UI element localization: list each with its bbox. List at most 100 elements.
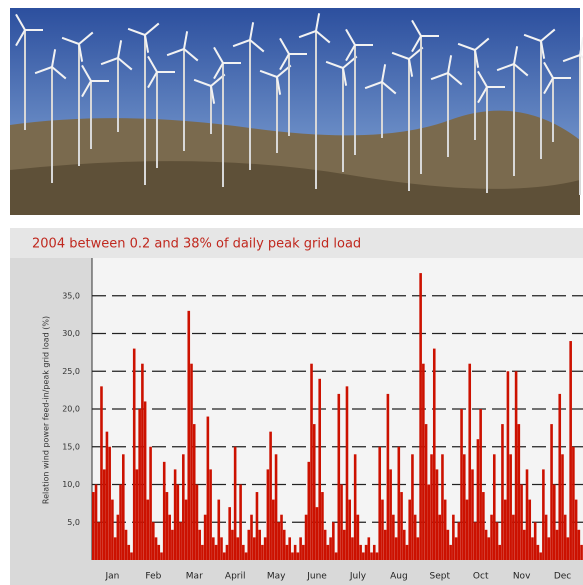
bar (495, 522, 499, 560)
bar (318, 378, 321, 560)
bar (250, 514, 253, 560)
bar (119, 484, 122, 560)
bar (490, 514, 493, 560)
x-tick-label: Feb (145, 572, 161, 582)
bar (512, 514, 515, 560)
bar (307, 461, 311, 560)
turbine-blade (100, 57, 119, 66)
bar (244, 552, 248, 560)
bar (386, 393, 390, 560)
turbine-blade (381, 81, 397, 95)
bar (517, 424, 521, 560)
bar (258, 529, 261, 560)
bar (323, 529, 327, 560)
bar (315, 507, 319, 560)
bar (162, 461, 166, 560)
bar (192, 424, 196, 560)
bar (321, 492, 324, 560)
bar (552, 484, 556, 560)
bar (446, 529, 450, 560)
y-tick-label: 10,0 (62, 480, 80, 489)
bar (132, 348, 136, 560)
turbine-blade (147, 71, 158, 89)
bar (359, 544, 362, 560)
bar (312, 424, 316, 560)
x-tick-label: June (306, 572, 327, 582)
bar (394, 537, 398, 560)
bar (143, 401, 147, 560)
bar (383, 529, 387, 560)
turbine-blade (166, 48, 185, 57)
turbine-blade (540, 28, 556, 42)
turbine-blade (513, 63, 529, 77)
turbine-blade (315, 30, 331, 44)
bar (539, 552, 542, 560)
bar (531, 537, 534, 560)
turbine-blade (147, 55, 158, 73)
bar (296, 552, 300, 560)
bar (411, 454, 414, 560)
bar (291, 552, 294, 560)
bar (572, 446, 575, 560)
y-tick-label: 25,0 (62, 367, 80, 376)
bar (274, 454, 278, 560)
bar (157, 544, 161, 560)
bar (272, 499, 275, 560)
bar (217, 499, 221, 560)
bar (362, 552, 365, 560)
bar (293, 544, 297, 560)
bar (342, 529, 346, 560)
turbine-blade (457, 42, 476, 51)
turbine-blade (210, 85, 216, 104)
bar (482, 492, 485, 560)
bar (97, 522, 101, 560)
turbine-blade (144, 34, 150, 53)
bar (105, 431, 109, 560)
y-tick-label: 5,0 (67, 518, 80, 527)
turbine-blade (259, 69, 278, 78)
turbine-blade (193, 78, 212, 87)
bar (580, 544, 583, 560)
turbine-blade (364, 81, 383, 90)
bar (231, 529, 234, 560)
bar (522, 529, 526, 560)
bar (340, 484, 343, 560)
turbine-blade (279, 53, 290, 71)
bar (432, 348, 436, 560)
bar (299, 537, 302, 560)
bar (364, 544, 368, 560)
bar (141, 363, 144, 560)
bar (563, 514, 567, 560)
turbine-blade (315, 13, 321, 32)
turbine-blade (15, 13, 26, 31)
bar (302, 544, 305, 560)
bar (209, 469, 212, 560)
turbine-blade (447, 72, 463, 86)
bar (282, 529, 286, 560)
bar (569, 341, 572, 560)
bar (168, 514, 171, 560)
bar (337, 393, 341, 560)
bar (242, 544, 245, 560)
bar (487, 537, 491, 560)
x-tick-label: Aug (390, 572, 408, 582)
bar (348, 499, 352, 560)
turbine-blade (232, 39, 251, 48)
bar (547, 537, 551, 560)
bar (520, 484, 523, 560)
bar (222, 552, 226, 560)
bar (533, 522, 537, 560)
turbine-blade (477, 70, 488, 88)
bar (544, 514, 548, 560)
turbine-blade (411, 19, 422, 37)
bar (201, 544, 204, 560)
bar (149, 446, 152, 560)
y-tick-label: 20,0 (62, 405, 80, 414)
bar (577, 529, 581, 560)
chart-title: 2004 between 0.2 and 38% of daily peak g… (32, 237, 361, 252)
bar (427, 484, 431, 560)
bar (135, 469, 139, 560)
x-tick-label: Oct (473, 572, 489, 582)
turbine-blade (477, 86, 488, 104)
